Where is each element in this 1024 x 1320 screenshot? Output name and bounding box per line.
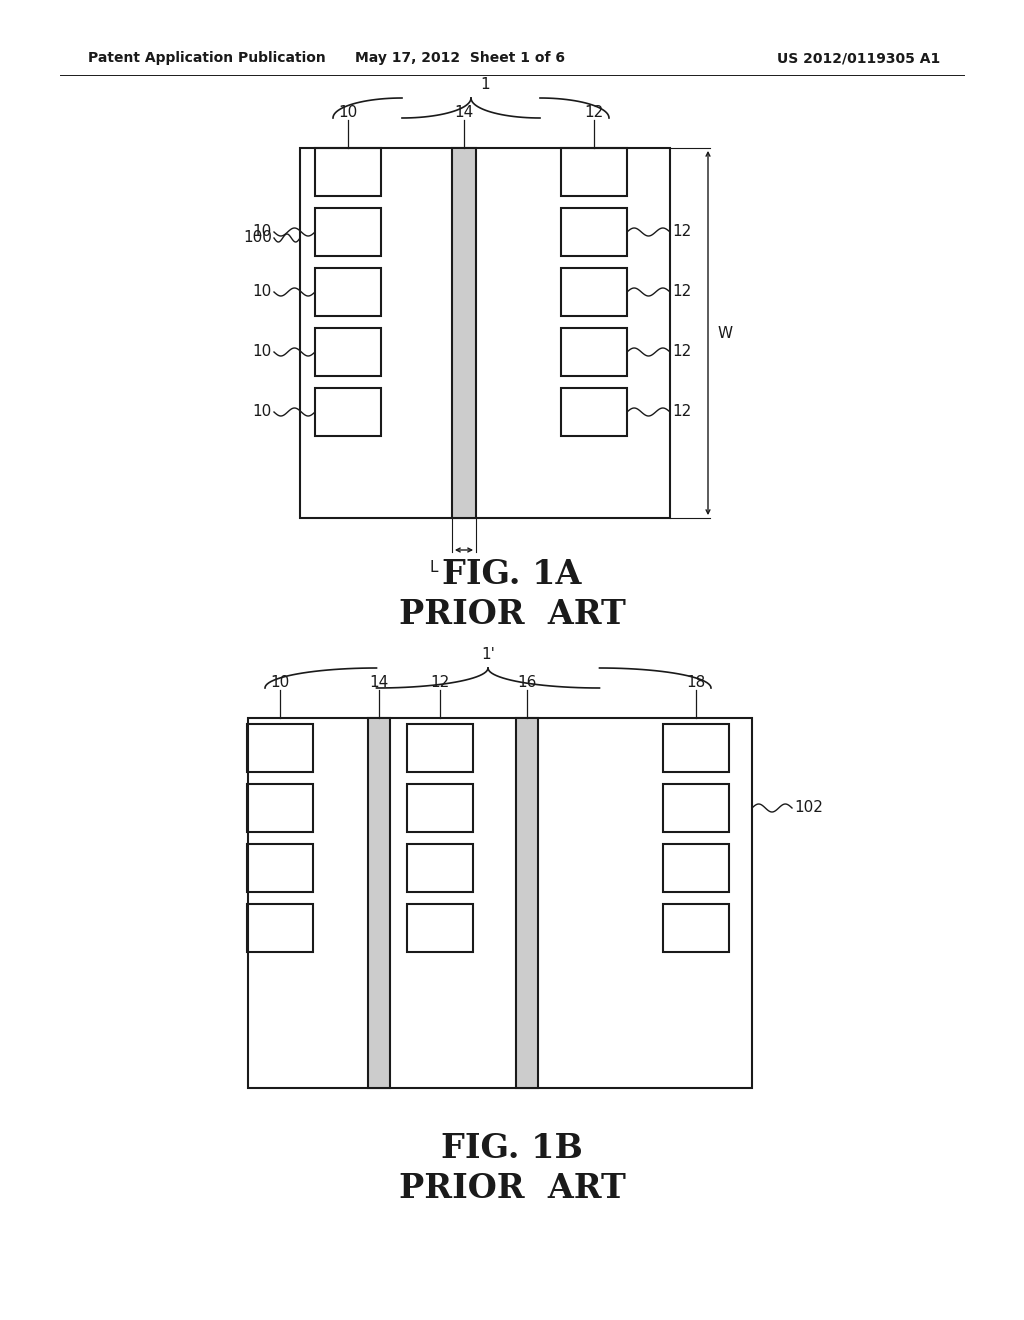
Text: 10: 10 [253,224,272,239]
Bar [561,209,627,256]
Bar [452,148,476,517]
Bar [315,268,381,315]
Bar [368,718,390,1088]
Text: 14: 14 [455,106,474,120]
Bar [516,718,538,1088]
Text: 102: 102 [794,800,823,816]
Bar [315,148,381,195]
Bar [561,148,627,195]
Text: FIG. 1B: FIG. 1B [441,1131,583,1164]
Bar [663,723,729,772]
Text: 16: 16 [517,675,537,690]
Text: 100: 100 [243,231,272,246]
Text: 10: 10 [253,404,272,420]
Bar [561,327,627,376]
Text: W: W [718,326,733,341]
Text: US 2012/0119305 A1: US 2012/0119305 A1 [777,51,940,65]
Bar [315,327,381,376]
Text: 10: 10 [270,675,290,690]
Bar [247,904,313,952]
Bar [247,723,313,772]
Bar [561,388,627,436]
Bar [247,784,313,832]
Text: 1': 1' [481,647,495,663]
Bar [407,723,473,772]
Bar [315,209,381,256]
Bar [407,843,473,892]
Text: 12: 12 [430,675,450,690]
Bar [248,718,752,1088]
Text: PRIOR  ART: PRIOR ART [398,598,626,631]
Text: 14: 14 [370,675,389,690]
Text: 1: 1 [480,77,489,92]
Bar [407,784,473,832]
Text: 10: 10 [253,345,272,359]
Bar [663,904,729,952]
Bar [663,843,729,892]
Bar [315,388,381,436]
Text: L: L [430,560,438,576]
Bar [300,148,670,517]
Bar [247,843,313,892]
Bar [407,904,473,952]
Text: FIG. 1A: FIG. 1A [442,558,582,591]
Bar [663,784,729,832]
Text: 12: 12 [672,404,691,420]
Bar [561,268,627,315]
Text: 12: 12 [672,285,691,300]
Text: 18: 18 [686,675,706,690]
Text: 12: 12 [672,345,691,359]
Text: 12: 12 [585,106,603,120]
Text: Patent Application Publication: Patent Application Publication [88,51,326,65]
Text: May 17, 2012  Sheet 1 of 6: May 17, 2012 Sheet 1 of 6 [355,51,565,65]
Text: PRIOR  ART: PRIOR ART [398,1172,626,1204]
Text: 10: 10 [338,106,357,120]
Text: 12: 12 [672,224,691,239]
Text: 10: 10 [253,285,272,300]
